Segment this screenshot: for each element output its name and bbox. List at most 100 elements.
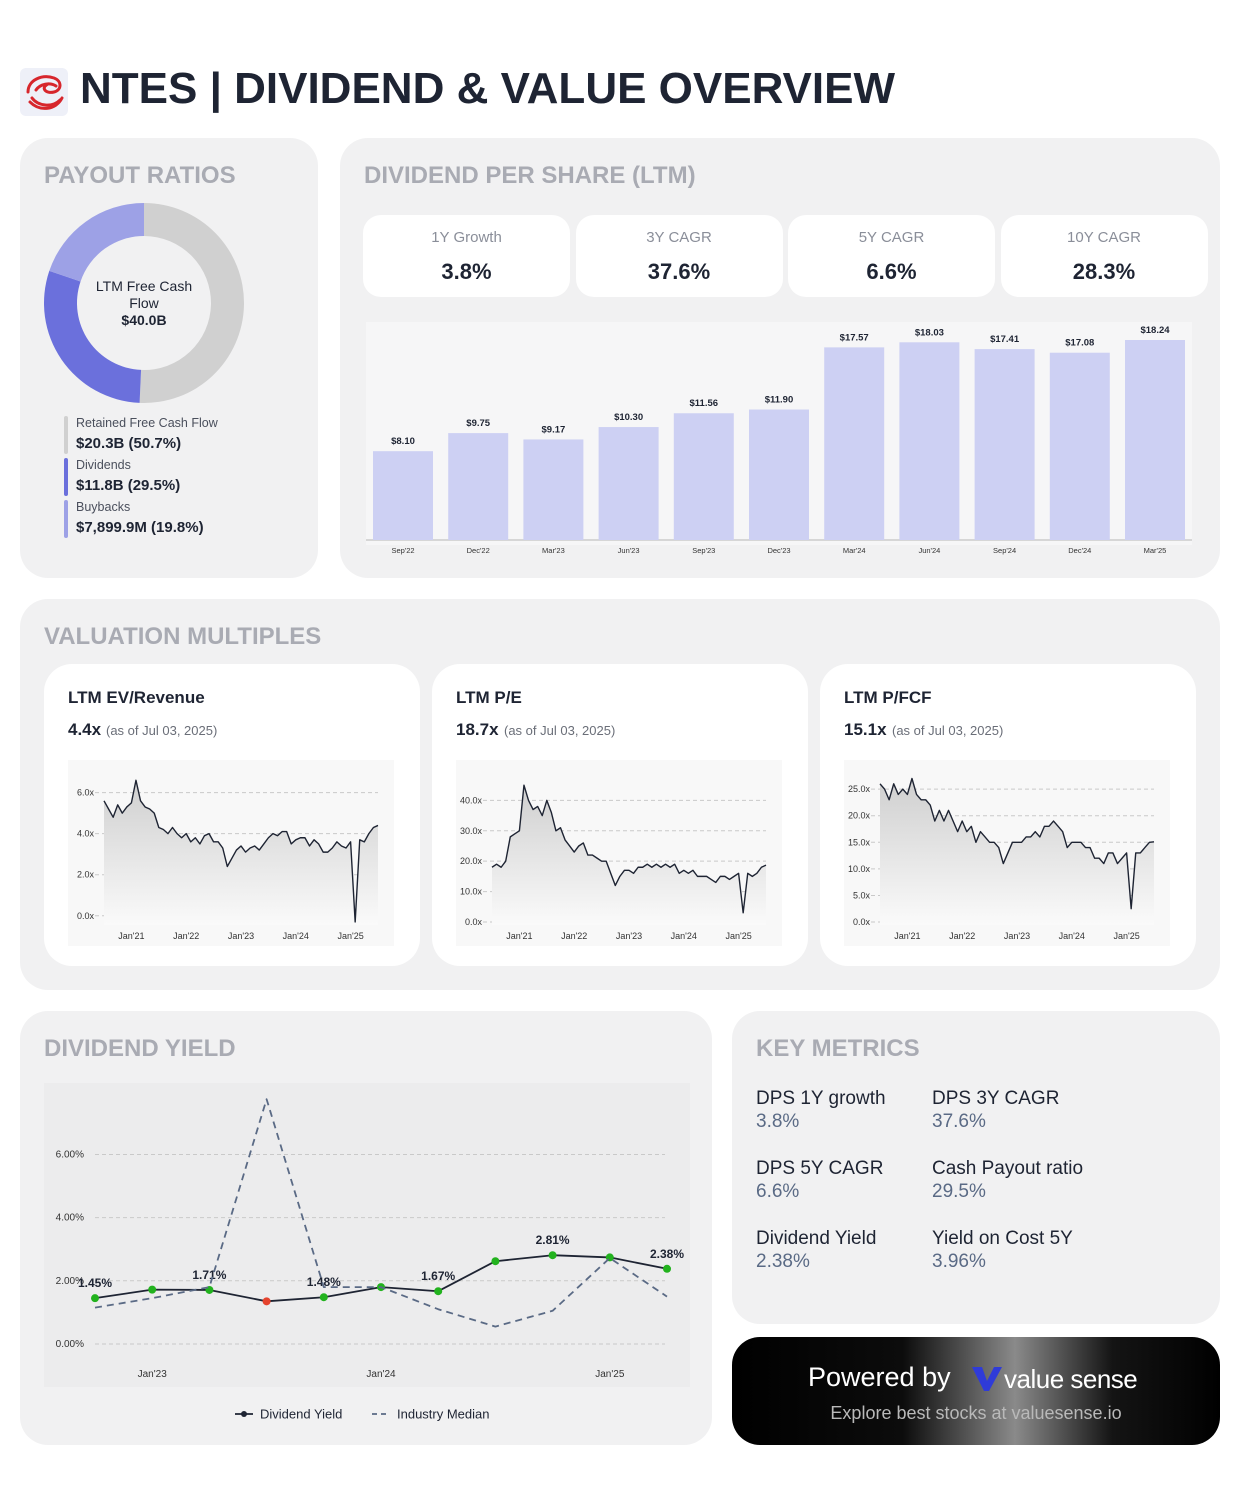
bar xyxy=(373,451,433,540)
y-tick-label: 30.0x xyxy=(460,826,483,836)
legend-label: Buybacks xyxy=(76,500,131,514)
stat-label: 5Y CAGR xyxy=(858,229,925,246)
donut-center-label: LTM Free Cash Flow xyxy=(95,278,193,311)
legend-dot xyxy=(241,1411,247,1417)
x-tick-label: Jan'25 xyxy=(1113,931,1139,941)
key-metrics-card: KEY METRICS DPS 1Y growth 3.8% DPS 3Y CAGR… xyxy=(732,1011,1220,1324)
bar xyxy=(1049,352,1110,540)
current-value: 18.7x xyxy=(456,720,499,739)
chart-title: LTM EV/Revenue xyxy=(68,688,205,707)
point-label: 1.48% xyxy=(307,1275,341,1289)
stat-label: 1Y Growth xyxy=(431,229,502,246)
bar-value-label: $11.90 xyxy=(765,395,794,406)
y-tick-label: 40.0x xyxy=(460,795,483,805)
as-of-note: (as of Jul 03, 2025) xyxy=(504,723,616,738)
bar xyxy=(523,439,584,540)
y-tick-label: 2.00% xyxy=(56,1276,84,1287)
x-tick-label: Jan'23 xyxy=(1004,931,1030,941)
legend-value: $7,899.9M (19.8%) xyxy=(76,519,204,536)
valuation-chart-card: 0.0x 2.0x 4.0x 6.0x Jan'21 Jan'22 Jan'23 Jan'24… xyxy=(44,664,420,966)
legend-swatch xyxy=(64,458,68,496)
metric-label: DPS 3Y CAGR xyxy=(932,1088,1060,1109)
bar-value-label: $11.56 xyxy=(690,398,719,409)
data-point xyxy=(434,1287,443,1296)
y-tick-label: 15.0x xyxy=(848,837,871,847)
valuation-card: VALUATION MULTIPLES 0.0x 2.0x 4.0x 6.0x Jan'… xyxy=(20,599,1220,990)
bar xyxy=(974,349,1035,540)
bar xyxy=(899,342,960,540)
bar-value-label: $17.08 xyxy=(1065,338,1094,349)
stat-box: 5Y CAGR 6.6% xyxy=(788,215,995,297)
stat-label: 10Y CAGR xyxy=(1067,229,1141,246)
x-tick-label: Jan'25 xyxy=(725,931,751,941)
stat-box: 1Y Growth 3.8% xyxy=(363,215,570,297)
data-line xyxy=(879,777,1155,910)
y-tick-label: 0.0x xyxy=(465,917,483,927)
x-tick-label: Jan'23 xyxy=(138,1369,168,1380)
x-tick-label: Dec'24 xyxy=(1068,546,1091,555)
data-line xyxy=(94,1098,668,1328)
bar xyxy=(749,409,809,540)
y-tick-label: 0.0x xyxy=(853,917,871,927)
x-tick-label: Jun'23 xyxy=(618,546,640,555)
metric-value: 37.6% xyxy=(932,1111,986,1132)
data-point xyxy=(319,1293,328,1302)
x-tick-label: Jan'23 xyxy=(616,931,642,941)
chart-title: LTM P/E xyxy=(456,688,522,707)
footer-banner[interactable]: Powered by value sense Explore best stoc… xyxy=(732,1337,1220,1445)
legend-swatch xyxy=(64,416,68,454)
x-tick-label: Mar'25 xyxy=(1144,546,1167,555)
bar xyxy=(824,347,885,540)
x-tick-label: Jan'21 xyxy=(118,931,144,941)
valuation-chart-card: 0.0x 10.0x 20.0x 30.0x 40.0x Jan'21 Jan'22 Jan'… xyxy=(432,664,808,966)
x-tick-label: Jan'24 xyxy=(366,1369,396,1380)
y-tick-label: 4.0x xyxy=(77,829,95,839)
y-tick-label: 20.0x xyxy=(848,811,871,821)
donut-slice xyxy=(139,203,245,403)
line-area xyxy=(880,778,1154,925)
y-tick-label: 10.0x xyxy=(460,887,483,897)
brand-name: value sense xyxy=(1004,1364,1138,1394)
x-tick-label: Jan'24 xyxy=(1059,931,1085,941)
donut-chart xyxy=(44,203,245,403)
legend-label: Dividends xyxy=(76,458,131,472)
line-chart: 0.0x 2.0x 4.0x 6.0x Jan'21 Jan'22 Jan'23 Jan'24… xyxy=(68,760,394,946)
y-tick-label: 10.0x xyxy=(848,864,871,874)
x-tick-label: Mar'23 xyxy=(542,546,565,555)
data-line xyxy=(103,779,379,923)
legend-label: Retained Free Cash Flow xyxy=(76,416,218,430)
stat-value: 37.6% xyxy=(647,259,711,284)
stat-box: 10Y CAGR 28.3% xyxy=(1000,215,1208,297)
point-label: 2.81% xyxy=(536,1233,570,1247)
stat-box: 3Y CAGR 37.6% xyxy=(575,215,783,297)
metric-label: DPS 1Y growth xyxy=(756,1088,886,1109)
y-tick-label: 0.0x xyxy=(77,911,95,921)
card-heading: PAYOUT RATIOS xyxy=(44,162,236,189)
x-tick-label: Jan'23 xyxy=(228,931,254,941)
powered-by: Powered by xyxy=(808,1362,951,1392)
x-tick-label: Jan'25 xyxy=(337,931,363,941)
data-point xyxy=(91,1294,99,1303)
bar xyxy=(448,433,509,540)
valuation-chart-card: 0.0x 5.0x 10.0x 15.0x 20.0x 25.0x Jan'21 Jan'22… xyxy=(820,664,1196,966)
x-tick-label: Jan'25 xyxy=(595,1369,625,1380)
x-tick-label: Jan'22 xyxy=(173,931,199,941)
metric-value: 3.8% xyxy=(756,1111,800,1132)
yield-card: 0.00% 2.00% 4.00% 6.00% Jan'23 Jan'24 Jan'25 1.… xyxy=(20,1011,712,1445)
data-point xyxy=(548,1251,557,1260)
data-point xyxy=(491,1257,500,1266)
current-value: 15.1x xyxy=(844,720,887,739)
donut-slice xyxy=(49,203,144,282)
y-tick-label: 4.00% xyxy=(56,1213,84,1224)
metric-label: DPS 5Y CAGR xyxy=(756,1158,884,1179)
donut-center-value: $40.0B xyxy=(121,312,167,328)
line-area xyxy=(492,785,766,925)
x-tick-label: Jan'24 xyxy=(671,931,697,941)
bar xyxy=(598,427,659,540)
x-tick-label: Dec'22 xyxy=(467,546,490,555)
x-tick-label: Jan'24 xyxy=(283,931,309,941)
chart-title: LTM P/FCF xyxy=(844,688,932,707)
legend-label: Dividend Yield xyxy=(260,1407,342,1422)
metric-label: Yield on Cost 5Y xyxy=(932,1228,1073,1249)
